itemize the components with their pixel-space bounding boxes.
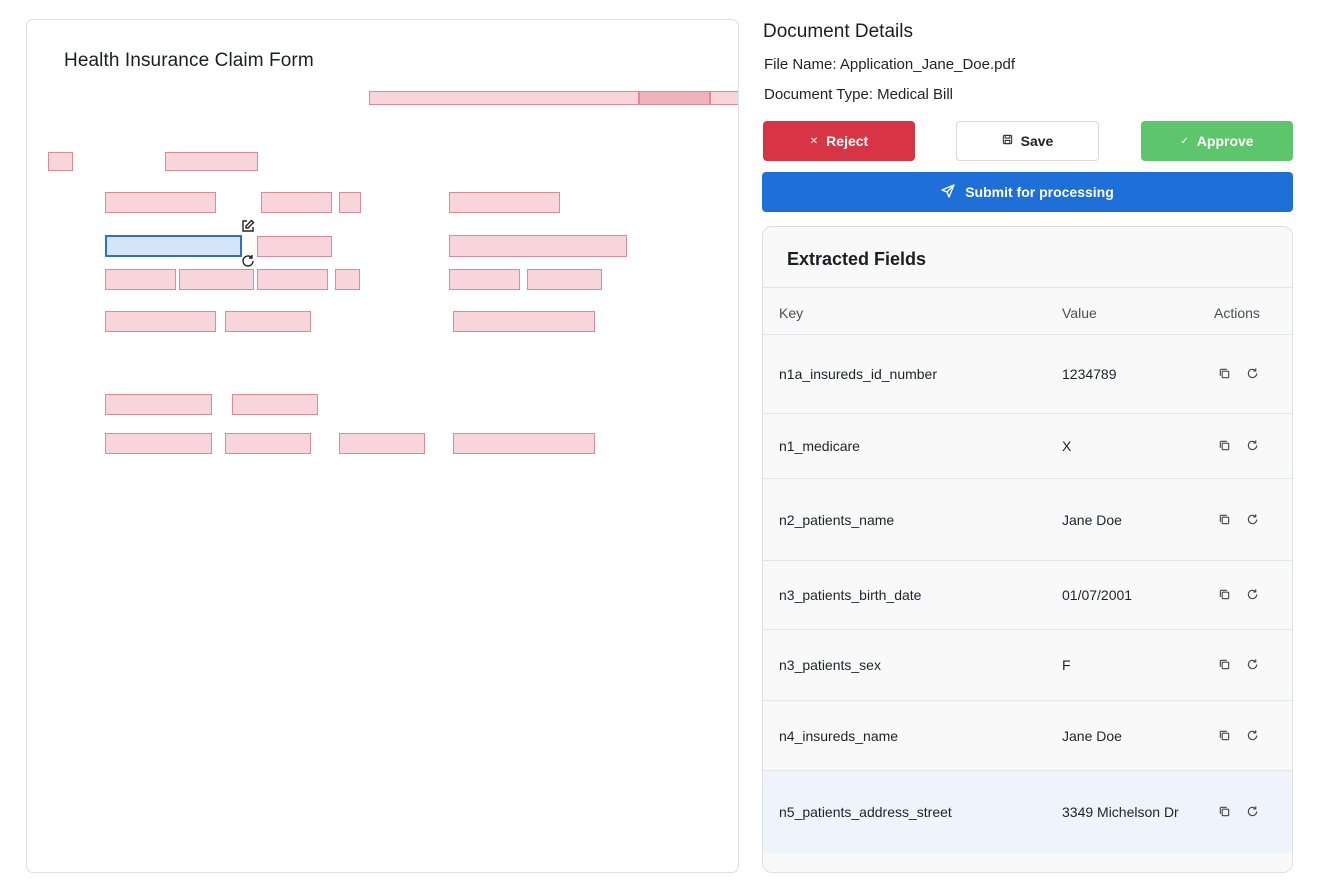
header-actions: Actions — [1214, 305, 1260, 321]
field-box[interactable] — [453, 433, 595, 454]
row-value[interactable]: Jane Doe — [1062, 727, 1122, 744]
row-value[interactable]: 3349 Michelson Dr — [1062, 804, 1179, 820]
field-box[interactable] — [105, 269, 176, 290]
field-box[interactable] — [179, 269, 254, 290]
table-row[interactable]: n1a_insureds_id_number 1234789 — [763, 335, 1292, 414]
close-icon: ✕ — [809, 135, 819, 147]
row-key: n1_medicare — [779, 438, 860, 454]
save-button[interactable]: Save — [956, 121, 1099, 161]
field-box[interactable] — [261, 192, 332, 213]
reset-icon[interactable] — [1246, 439, 1260, 453]
reject-button-label: Reject — [826, 133, 869, 149]
field-box[interactable] — [639, 91, 710, 105]
field-box[interactable] — [225, 311, 311, 332]
file-name-value: Application_Jane_Doe.pdf — [839, 56, 1015, 73]
reset-icon[interactable] — [1246, 805, 1260, 819]
reset-icon[interactable] — [1246, 588, 1260, 602]
field-box[interactable] — [165, 152, 258, 171]
header-key: Key — [779, 305, 804, 321]
field-box[interactable] — [710, 91, 738, 105]
approve-button-label: Approve — [1196, 133, 1254, 149]
table-header: Key Value Actions — [763, 287, 1292, 335]
row-key: n3_patients_sex — [779, 657, 881, 673]
table-row[interactable]: n1_medicare X — [763, 414, 1292, 479]
field-box[interactable] — [105, 192, 216, 213]
row-value[interactable]: 01/07/2001 — [1062, 587, 1133, 603]
table-row[interactable]: n3_patients_sex F — [763, 630, 1292, 701]
field-box[interactable] — [105, 394, 212, 415]
copy-icon[interactable] — [1218, 513, 1232, 527]
document-type-label: Document Type: — [764, 86, 878, 103]
field-box[interactable] — [527, 269, 602, 290]
row-key: n2_patients_name — [779, 511, 895, 528]
field-box[interactable] — [339, 433, 425, 454]
file-name-row: File Name: Application_Jane_Doe.pdf — [764, 56, 1015, 73]
copy-icon[interactable] — [1218, 729, 1232, 743]
field-box[interactable] — [453, 311, 595, 332]
save-button-label: Save — [1020, 133, 1054, 149]
file-name-label: File Name: — [764, 56, 840, 73]
check-icon: ✓ — [1180, 135, 1189, 147]
reset-icon[interactable] — [1246, 367, 1260, 381]
document-type-row: Document Type: Medical Bill — [764, 86, 953, 103]
field-box[interactable] — [48, 152, 73, 171]
send-icon — [941, 183, 955, 201]
table-row[interactable]: n2_patients_name Jane Doe — [763, 479, 1292, 561]
edit-icon[interactable] — [240, 218, 256, 234]
reset-icon[interactable] — [1246, 513, 1260, 527]
submit-button[interactable]: Submit for processing — [762, 172, 1293, 212]
details-title: Document Details — [763, 21, 913, 42]
row-value[interactable]: X — [1062, 438, 1072, 454]
field-box[interactable] — [257, 236, 332, 257]
document-type-value: Medical Bill — [877, 86, 953, 103]
copy-icon[interactable] — [1218, 439, 1232, 453]
table-row[interactable]: n3_patients_birth_date 01/07/2001 — [763, 561, 1292, 630]
row-key: n1a_insureds_id_number — [779, 366, 937, 382]
field-box[interactable] — [105, 433, 212, 454]
table-row[interactable]: n4_insureds_name Jane Doe — [763, 701, 1292, 771]
selected-field-box[interactable] — [105, 235, 242, 257]
field-box[interactable] — [449, 269, 520, 290]
header-value: Value — [1062, 305, 1097, 321]
row-value[interactable]: F — [1062, 657, 1071, 673]
row-key: n3_patients_birth_date — [779, 587, 922, 603]
submit-button-label: Submit for processing — [965, 184, 1114, 200]
row-key: n5_patients_address_street — [779, 804, 952, 820]
rotate-icon[interactable] — [240, 253, 256, 269]
field-box[interactable] — [449, 235, 627, 257]
copy-icon[interactable] — [1218, 588, 1232, 602]
extracted-fields-panel: Extracted Fields Key Value Actions n1a_i… — [762, 226, 1293, 873]
reset-icon[interactable] — [1246, 658, 1260, 672]
document-viewer[interactable]: Health Insurance Claim Form — [26, 19, 739, 873]
document-title: Health Insurance Claim Form — [64, 50, 314, 71]
table-row[interactable]: n5_patients_address_street 3349 Michelso… — [763, 771, 1292, 853]
copy-icon[interactable] — [1218, 367, 1232, 381]
field-box[interactable] — [369, 91, 639, 105]
field-box[interactable] — [105, 311, 216, 332]
row-value[interactable]: Jane Doe — [1062, 511, 1122, 528]
save-icon — [1002, 134, 1013, 148]
copy-icon[interactable] — [1218, 805, 1232, 819]
field-box[interactable] — [257, 269, 328, 290]
extracted-fields-title: Extracted Fields — [787, 249, 927, 269]
row-value[interactable]: 1234789 — [1062, 366, 1117, 382]
field-box[interactable] — [449, 192, 560, 213]
row-key: n4_insureds_name — [779, 727, 899, 744]
field-box[interactable] — [232, 394, 318, 415]
reject-button[interactable]: ✕ Reject — [763, 121, 915, 161]
field-box[interactable] — [225, 433, 311, 454]
approve-button[interactable]: ✓ Approve — [1141, 121, 1293, 161]
field-box[interactable] — [335, 269, 360, 290]
reset-icon[interactable] — [1246, 729, 1260, 743]
copy-icon[interactable] — [1218, 658, 1232, 672]
field-box[interactable] — [339, 192, 361, 213]
